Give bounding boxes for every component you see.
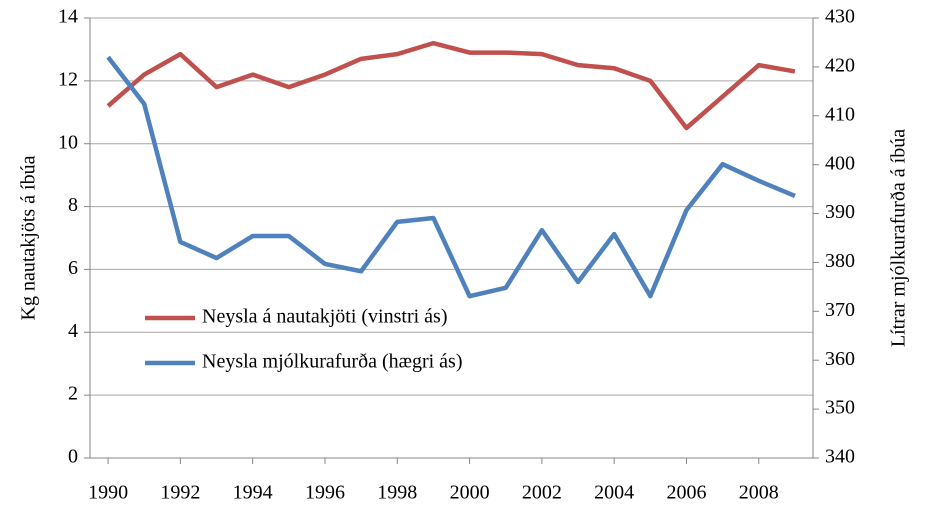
y2-tick-label: 360: [825, 348, 855, 370]
y2-tick-label: 390: [825, 201, 855, 223]
y-tick-label: 6: [68, 257, 78, 279]
y2-tick-label: 430: [825, 6, 855, 28]
x-tick-label: 2008: [739, 482, 779, 504]
x-tick-label: 1998: [377, 482, 417, 504]
x-tick-label: 2000: [450, 482, 490, 504]
x-tick-label: 1990: [88, 482, 128, 504]
y2-tick-label: 380: [825, 250, 855, 272]
y-tick-label: 10: [58, 131, 78, 153]
y-tick-label: 8: [68, 194, 78, 216]
y2-tick-label: 340: [825, 446, 855, 468]
y-tick-label: 14: [58, 6, 78, 28]
y-tick-label: 12: [58, 68, 78, 90]
x-tick-label: 2006: [666, 482, 706, 504]
x-tick-label: 1992: [160, 482, 200, 504]
y-tick-label: 4: [68, 320, 78, 342]
legend-label: Neysla á nautakjöti (vinstri ás): [202, 306, 448, 328]
y2-tick-label: 400: [825, 152, 855, 174]
line-series: [106, 55, 796, 299]
line-series: [106, 40, 796, 131]
y2-tick-label: 420: [825, 54, 855, 76]
y2-axis-title: Lítrar mjólkurafurða á íbúa: [888, 129, 910, 347]
y2-tick-label: 410: [825, 103, 855, 125]
y2-tick-label: 370: [825, 299, 855, 321]
x-tick-label: 2002: [522, 482, 562, 504]
y-axis-title: Kg nautakjöts á íbúa: [18, 155, 40, 320]
x-tick-label: 1996: [305, 482, 345, 504]
x-tick-label: 1994: [233, 482, 273, 504]
x-tick-label: 2004: [594, 482, 634, 504]
y2-tick-label: 350: [825, 397, 855, 419]
y-tick-label: 0: [68, 446, 78, 468]
y-tick-label: 2: [68, 383, 78, 405]
legend-label: Neysla mjólkurafurða (hægri ás): [202, 351, 462, 373]
